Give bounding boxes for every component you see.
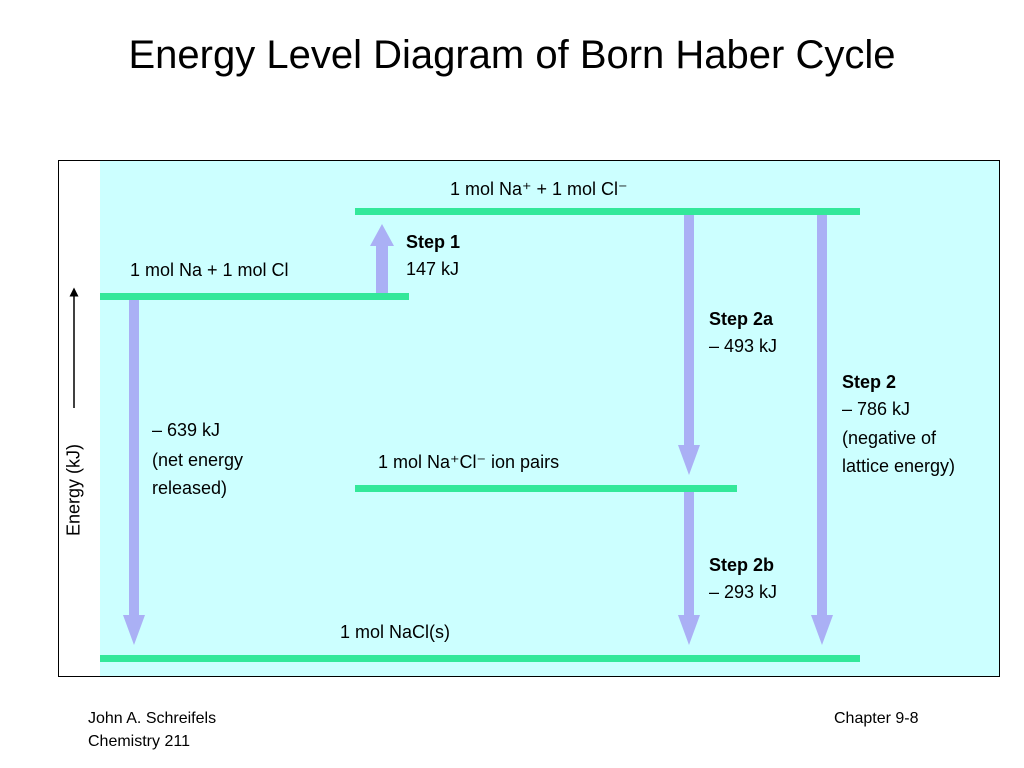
step-name: Step 2b: [709, 555, 775, 575]
axis-label: Energy (kJ): [63, 443, 84, 537]
levels: [100, 208, 860, 662]
step2b-arrow: [678, 491, 700, 645]
step-energy: – 493 kJ: [709, 336, 778, 356]
net-energy: – 639 kJ: [152, 420, 221, 440]
footer-text: John A. Schreifels: [88, 710, 217, 727]
step2a-arrow: [678, 215, 700, 475]
level-line: [355, 485, 737, 492]
level-label: 1 mol Na⁺Cl⁻ ion pairs: [378, 452, 560, 472]
level-label: 1 mol Na⁺ + 1 mol Cl⁻: [450, 179, 628, 199]
step-energy: 147 kJ: [406, 259, 460, 279]
step-energy: – 786 kJ: [842, 399, 911, 419]
step1-arrow: [370, 224, 394, 296]
step-name: Step 2a: [709, 309, 774, 329]
step2-arrow: [811, 215, 833, 645]
footer-text: Chapter 9-8: [834, 710, 919, 727]
step-name: Step 1: [406, 232, 461, 252]
footer-text: Chemistry 211: [88, 733, 190, 750]
level-line: [355, 208, 860, 215]
level-line: [100, 655, 860, 662]
panel: [58, 160, 1000, 677]
net-note: released): [152, 478, 228, 498]
step-note: lattice energy): [842, 456, 956, 476]
net-note: (net energy: [152, 450, 244, 470]
level-label: 1 mol Na + 1 mol Cl: [130, 260, 289, 280]
level-label: 1 mol NaCl(s): [340, 622, 451, 642]
step-energy: – 293 kJ: [709, 582, 778, 602]
level-line: [100, 293, 409, 300]
axis-strip: [59, 161, 100, 676]
step-name: Step 2: [842, 372, 897, 392]
arrows: [123, 215, 833, 645]
net-arrow: [123, 300, 145, 645]
slide-title: Energy Level Diagram of Born Haber Cycle: [128, 33, 896, 77]
step-note: (negative of: [842, 428, 937, 448]
